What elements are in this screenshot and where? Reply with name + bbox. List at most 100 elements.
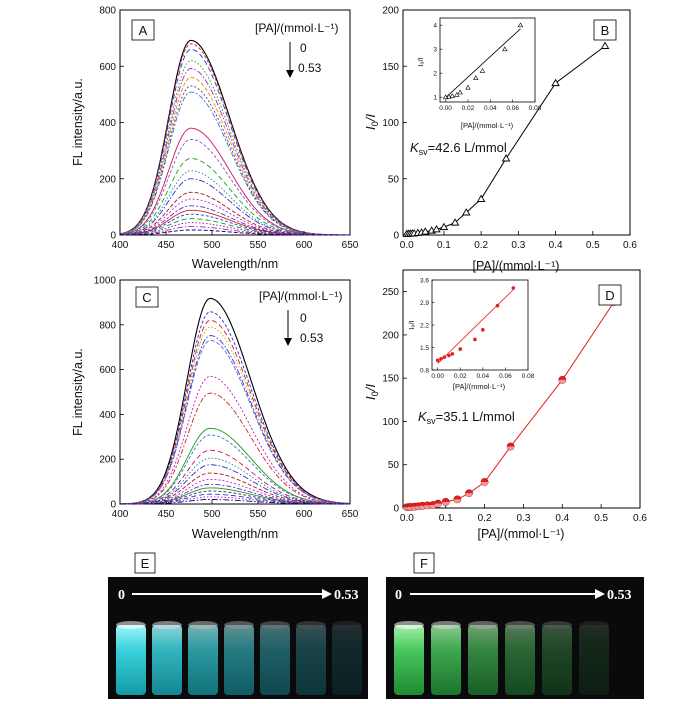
- vial-meniscus: [468, 621, 498, 629]
- vial: [296, 621, 326, 695]
- vial-meniscus: [542, 621, 572, 629]
- panel-d-y-tick-label: 50: [388, 460, 400, 471]
- panel-b-points: [402, 41, 610, 237]
- panel-c-spectrum-line: [120, 340, 351, 505]
- panel-c-frame: [119, 279, 351, 505]
- panel-b-y-sub: 0: [370, 121, 380, 126]
- panel-b-inset-x-tick-label: 0.06: [506, 105, 519, 112]
- panel-d-inset-y-tick-label: 2.9: [420, 300, 429, 307]
- vial: [431, 621, 461, 695]
- panel-d-point: [480, 478, 489, 486]
- panel-a-y-tick-label: 600: [99, 62, 116, 73]
- panel-d-x-tick-label: 0.3: [516, 513, 530, 524]
- vial-liquid: [505, 625, 535, 695]
- panel-a-spectra: [119, 39, 350, 236]
- vial-meniscus: [260, 621, 290, 629]
- panel-a-spectrum-line: [119, 198, 350, 236]
- panel-d-x-tick-label: 0.4: [555, 513, 569, 524]
- panel-b-inset-point: [449, 93, 456, 98]
- panel-b-inset-point: [517, 22, 524, 28]
- panel-d-inset-y-tick-label: 0.8: [420, 367, 429, 374]
- panel-b-point: [432, 224, 441, 233]
- panel-c-spectrum-line: [120, 311, 351, 505]
- panel-a-x-tick-label: 550: [250, 240, 267, 251]
- photo-e-arrowhead: [322, 589, 332, 599]
- panel-a-y-tick-label: 800: [99, 6, 116, 17]
- photo-f: 0 0.53 F: [386, 552, 644, 699]
- panel-b-ksv-value: =42.6 L/mmol: [428, 140, 507, 155]
- panel-c-label-box: [135, 286, 159, 308]
- panel-c-y-tick-label: 600: [99, 365, 116, 376]
- panel-a-y-ticks: 0 200 400 600 800: [99, 6, 124, 242]
- panel-d-ksv: Ksv=35.1 L/mmol: [418, 409, 515, 426]
- panel-d-x-tick-label: 0.0: [400, 513, 414, 524]
- panel-a-spectrum-line: [119, 43, 350, 236]
- panel-c-x-tick-label: 450: [158, 509, 175, 520]
- panel-a-legend-from: 0: [300, 41, 307, 55]
- vial-liquid: [332, 625, 362, 695]
- panel-a-y-tick-label: 400: [99, 118, 116, 129]
- photo-f-arrow-to: 0.53: [607, 588, 632, 603]
- panel-d-inset-point: [511, 286, 516, 290]
- panel-a-label: A: [139, 23, 148, 38]
- panel-a-spectrum-line: [119, 213, 350, 236]
- panel-b-inset-x-title: [PA]/(mmol·L⁻¹): [461, 121, 514, 130]
- panel-c-spectrum-line: [120, 457, 350, 505]
- panel-c-spectrum-line: [120, 434, 350, 505]
- panel-d-label-box: [598, 284, 622, 306]
- panel-a-spectrum-line: [119, 68, 350, 236]
- vial: [468, 621, 498, 695]
- panel-a-spectrum-line: [120, 222, 350, 236]
- panel-d-x-tick-label: 0.6: [633, 513, 647, 524]
- panel-c-x-tick-label: 550: [250, 509, 267, 520]
- vial: [188, 621, 218, 695]
- panel-b-point: [476, 194, 486, 202]
- panel-d-inset-point: [439, 356, 443, 361]
- panel-c-label: C: [142, 290, 151, 305]
- panel-d-y-tick-label: 100: [382, 417, 399, 428]
- panel-b-y-tail: /I: [363, 114, 378, 123]
- panel-b-x-tick-label: 0.0: [400, 240, 414, 251]
- panel-c-y-tick-label: 1000: [94, 276, 117, 287]
- panel-b-x-tick-label: 0.1: [437, 240, 451, 251]
- vial-meniscus: [332, 621, 362, 629]
- panel-b-ksv-sub: sv: [419, 147, 429, 157]
- panel-c-x-tick-label: 400: [112, 509, 129, 520]
- panel-c-spectrum-line: [120, 490, 350, 505]
- photo-f-vials: [394, 621, 609, 695]
- panel-b-point: [450, 218, 460, 226]
- panel-c-spectrum-line: [120, 449, 351, 505]
- panel-d-inset-point: [473, 337, 477, 342]
- panel-d-inset-point: [442, 355, 447, 359]
- panel-d-inset: 0.00 0.02 0.04 0.06 0.08 0.8 1.5 2.2 2.9 3.6 [PA…: [407, 277, 535, 391]
- panel-b-inset-points: [442, 22, 524, 100]
- panel-b-y-tick-label: 100: [382, 118, 399, 129]
- vial-meniscus: [296, 621, 326, 629]
- panel-c-spectrum-line: [120, 375, 351, 505]
- vial: [224, 621, 254, 695]
- vial-liquid: [431, 625, 461, 695]
- panel-b-y-axis-title: I0/I: [363, 114, 380, 130]
- panel-b-y-tick-label: 0: [393, 231, 399, 242]
- panel-a-x-axis-title: Wavelength/nm: [192, 257, 278, 271]
- panel-b-label: B: [601, 23, 610, 38]
- panel-b-inset-point: [479, 68, 486, 73]
- panel-a-legend-title: [PA]/(mmol·L⁻¹): [255, 21, 338, 35]
- panel-a-legend-to: 0.53: [298, 61, 322, 75]
- panel-b-inset-point: [457, 89, 463, 95]
- vial-meniscus: [579, 621, 609, 629]
- panel-d-point: [453, 495, 462, 504]
- panel-d-inset-y-tick-label: 3.6: [420, 277, 429, 284]
- panel-c-y-tick-label: 400: [99, 410, 116, 421]
- panel-b-inset-x-ticks: 0.00 0.02 0.04 0.06 0.08: [439, 99, 542, 112]
- panel-a-legend-arrowhead: [286, 70, 294, 78]
- panel-d-point-half: [465, 493, 473, 497]
- panel-d-y-i: I: [363, 396, 378, 400]
- panel-c-spectrum-line: [120, 483, 350, 505]
- panel-d-y-tick-label: 0: [393, 504, 399, 515]
- panel-c-y-axis-title: FL intensity/a.u.: [71, 348, 85, 436]
- panel-d-ksv-sub: sv: [427, 416, 437, 426]
- panel-b-point: [600, 41, 610, 49]
- panel-d-inset-x-tick-label: 0.02: [454, 373, 467, 380]
